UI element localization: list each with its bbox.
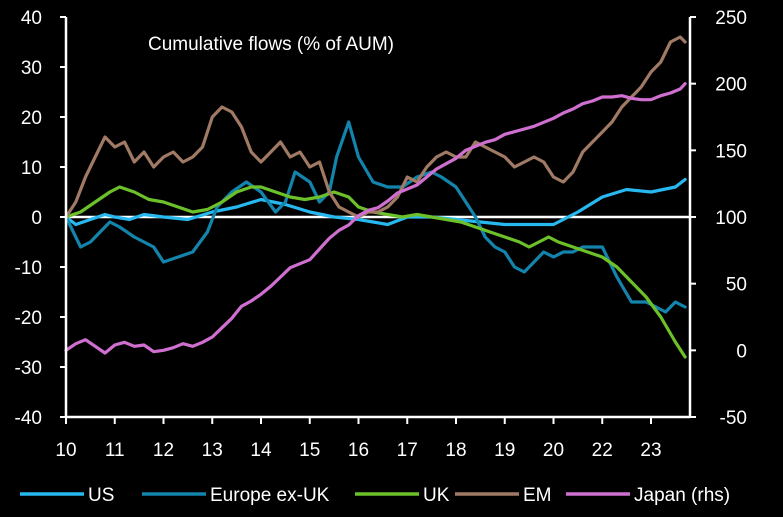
series-line-japan-rhs: [64, 82, 687, 355]
x-tick-label: 23: [640, 440, 661, 461]
left-tick-label: 40: [21, 8, 42, 29]
left-tick-label: -30: [15, 358, 42, 379]
legend-label-em: EM: [523, 485, 552, 506]
left-tick-label: 30: [21, 58, 42, 79]
x-tick-label: 20: [543, 440, 564, 461]
left-tick-label: -10: [15, 258, 42, 279]
right-tick-label: 250: [715, 8, 747, 29]
legend-label-europe-ex-uk: Europe ex-UK: [210, 485, 330, 506]
legend-label-uk: UK: [423, 485, 450, 506]
left-tick-label: -20: [15, 308, 42, 329]
x-tick-label: 13: [202, 440, 223, 461]
legend-label-us: US: [88, 485, 114, 506]
chart-title: Cumulative flows (% of AUM): [148, 34, 394, 55]
series-line-us: [64, 177, 687, 227]
x-tick-label: 17: [397, 440, 418, 461]
right-tick-label: 200: [715, 75, 747, 96]
series-line-europe-ex-uk: [64, 120, 687, 314]
legend-label-japan-rhs: Japan (rhs): [634, 485, 730, 506]
right-tick-label: -50: [720, 408, 747, 429]
right-tick-label: 100: [715, 208, 747, 229]
x-tick-label: 16: [348, 440, 369, 461]
left-tick-label: -40: [15, 408, 42, 429]
right-tick-label: 50: [726, 275, 747, 296]
x-tick-label: 15: [299, 440, 320, 461]
left-tick-label: 0: [31, 208, 42, 229]
right-tick-label: 0: [736, 341, 747, 362]
series-line-em: [64, 35, 687, 219]
x-tick-label: 18: [445, 440, 466, 461]
x-tick-label: 10: [55, 440, 76, 461]
x-tick-label: 11: [105, 440, 125, 461]
series-line-uk: [64, 185, 687, 359]
left-tick-label: 20: [21, 108, 42, 129]
x-tick-label: 12: [153, 440, 174, 461]
x-tick-label: 22: [592, 440, 613, 461]
left-tick-label: 10: [21, 158, 42, 179]
x-tick-label: 19: [494, 440, 515, 461]
right-tick-label: 150: [715, 141, 747, 162]
x-tick-label: 14: [250, 440, 272, 461]
